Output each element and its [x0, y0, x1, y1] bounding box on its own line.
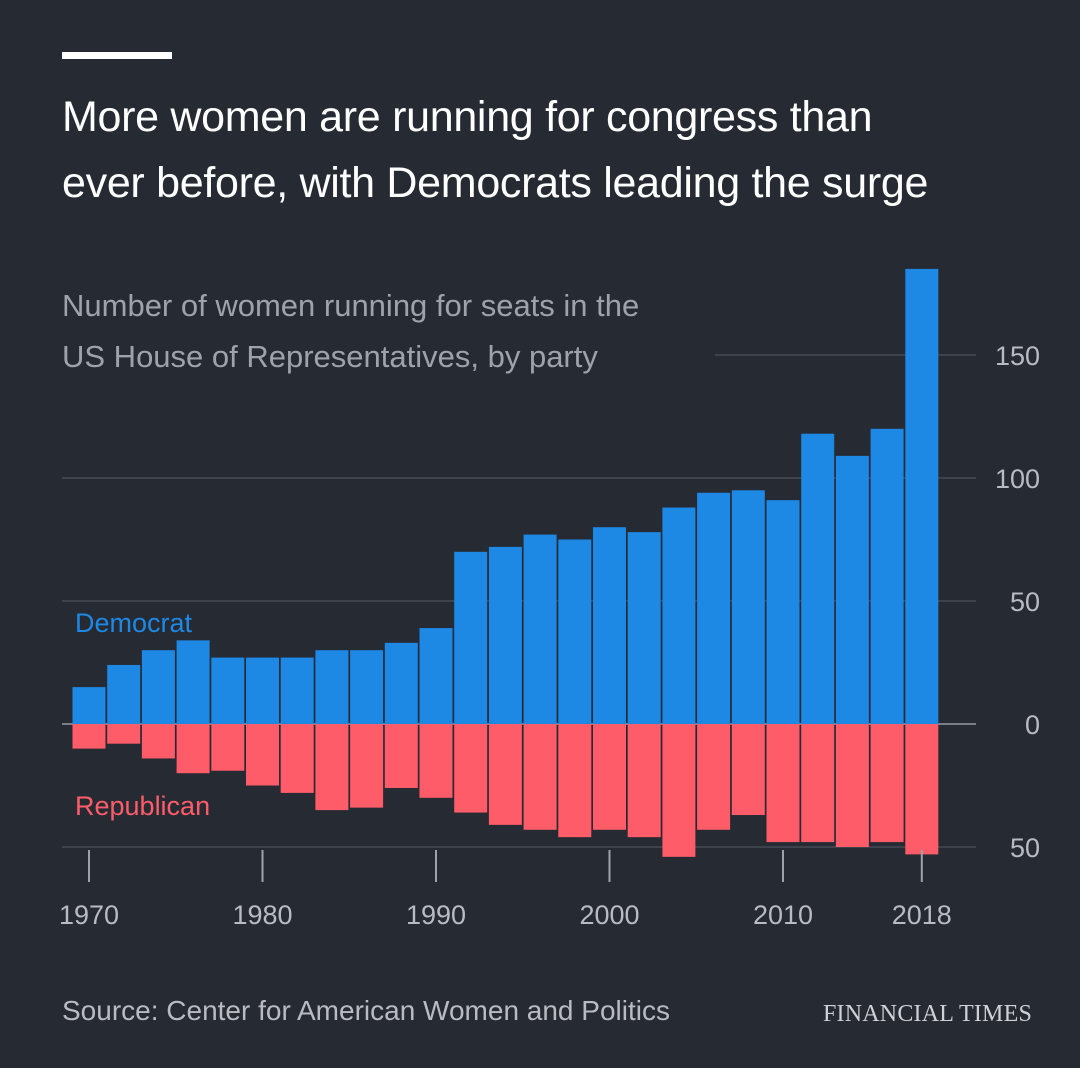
bar-democrat-2010	[766, 500, 800, 724]
bar-republican-2018	[905, 724, 939, 855]
bar-republican-1988	[384, 724, 418, 788]
bar-democrat-1984	[315, 650, 349, 724]
bar-democrat-2014	[835, 455, 869, 724]
bar-republican-1982	[280, 724, 314, 793]
bar-democrat-1986	[350, 650, 384, 724]
subtitle-background	[55, 280, 715, 380]
bar-republican-1990	[419, 724, 453, 798]
bar-republican-1992	[454, 724, 488, 813]
bar-democrat-1988	[384, 642, 418, 724]
bar-republican-1974	[141, 724, 175, 759]
bar-democrat-2018	[905, 268, 939, 724]
chart-subtitle-line2: US House of Representatives, by party	[62, 339, 598, 374]
bar-republican-2014	[835, 724, 869, 847]
bar-republican-1998	[558, 724, 592, 838]
bar-republican-1970	[72, 724, 106, 749]
y-tick-label-100: 100	[995, 464, 1040, 494]
bar-republican-1996	[523, 724, 557, 830]
x-tick-label-1980: 1980	[232, 900, 292, 930]
bar-republican-1980	[246, 724, 279, 786]
bar-republican-2006	[697, 724, 731, 830]
bar-democrat-1990	[419, 628, 453, 724]
x-tick-label-2010: 2010	[753, 900, 813, 930]
y-tick-label-below-50: 50	[1010, 833, 1040, 863]
chart-title-line1: More women are running for congress than	[62, 93, 873, 141]
bar-democrat-1996	[523, 534, 557, 724]
x-tick-label-1990: 1990	[406, 900, 466, 930]
bar-republican-2002	[627, 724, 661, 838]
bar-democrat-1992	[454, 551, 488, 724]
x-tick-label-1970: 1970	[59, 900, 119, 930]
bar-republican-2004	[662, 724, 696, 857]
bar-republican-1978	[211, 724, 245, 771]
bar-democrat-1974	[141, 650, 175, 724]
bar-democrat-1994	[488, 546, 522, 724]
y-tick-label-0: 0	[1025, 710, 1040, 740]
bar-democrat-1998	[558, 539, 592, 724]
bar-democrat-2016	[870, 428, 904, 724]
bar-democrat-2012	[801, 433, 835, 724]
legend-label-democrat: Democrat	[75, 608, 193, 638]
header-accent-bar	[62, 52, 172, 59]
bar-democrat-2002	[627, 532, 661, 724]
source-note: Source: Center for American Women and Po…	[62, 995, 670, 1026]
chart-title: More women are running for congress than…	[62, 84, 1052, 216]
bar-republican-1994	[488, 724, 522, 825]
x-tick-label-2000: 2000	[579, 900, 639, 930]
bar-democrat-2008	[731, 490, 765, 724]
publisher-logo: FINANCIAL TIMES	[822, 1001, 1032, 1027]
bar-democrat-2000	[593, 527, 626, 724]
y-tick-label-50: 50	[1010, 587, 1040, 617]
bar-democrat-2006	[697, 492, 731, 724]
legend-label-republican: Republican	[75, 791, 210, 821]
bar-democrat-1978	[211, 657, 245, 724]
bar-democrat-1980	[246, 657, 279, 724]
bar-chart: 0 50 100 150 50 Number of women running for s…	[55, 268, 1040, 930]
bar-republican-2010	[766, 724, 800, 843]
bar-democrat-1970	[72, 687, 106, 724]
bar-republican-2008	[731, 724, 765, 816]
y-tick-label-150: 150	[995, 341, 1040, 371]
chart-subtitle-line1: Number of women running for seats in the	[62, 288, 639, 323]
bar-democrat-1982	[280, 657, 314, 724]
bar-republican-1976	[176, 724, 210, 774]
bar-republican-2012	[801, 724, 835, 843]
bar-republican-1972	[107, 724, 141, 744]
bar-republican-2000	[593, 724, 626, 830]
bar-democrat-2004	[662, 507, 696, 724]
chart-title-line2: ever before, with Democrats leading the …	[62, 159, 929, 207]
bar-republican-1984	[315, 724, 349, 811]
bar-democrat-1976	[176, 640, 210, 724]
bar-republican-1986	[350, 724, 384, 808]
bar-democrat-1972	[107, 664, 141, 724]
x-tick-label-2018: 2018	[892, 900, 952, 930]
bar-republican-2016	[870, 724, 904, 843]
